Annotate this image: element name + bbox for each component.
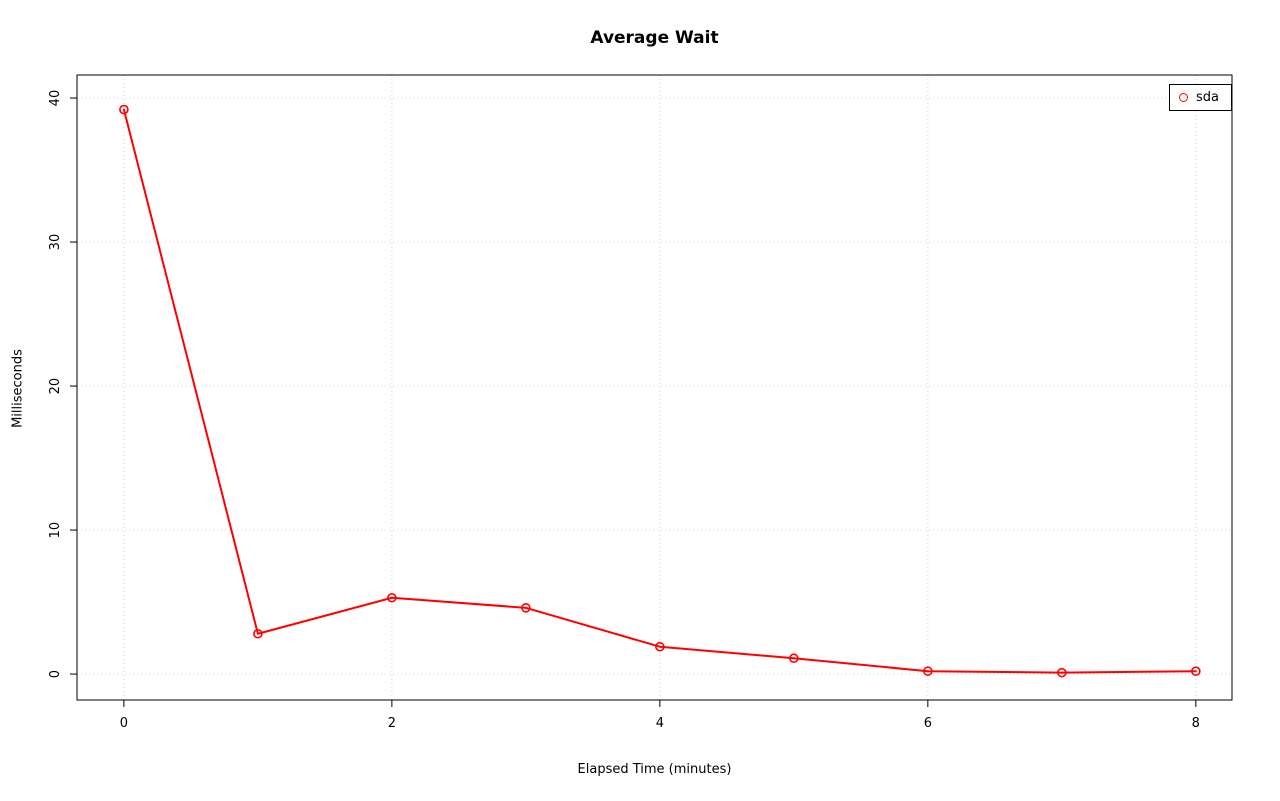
legend: sda bbox=[1169, 84, 1232, 111]
data-point bbox=[387, 592, 397, 603]
y-tick-label: 10 bbox=[48, 522, 63, 539]
y-tick-label: 0 bbox=[48, 670, 63, 678]
x-tick-label: 4 bbox=[656, 716, 664, 731]
y-tick-label: 30 bbox=[48, 234, 63, 251]
legend-series-label: sda bbox=[1196, 90, 1219, 105]
x-tick-label: 2 bbox=[388, 716, 396, 731]
data-point bbox=[1191, 666, 1201, 676]
x-axis-label: Elapsed Time (minutes) bbox=[577, 762, 732, 777]
data-point bbox=[923, 666, 933, 676]
data-point bbox=[655, 641, 665, 652]
y-tick-label: 20 bbox=[48, 378, 63, 395]
data-point bbox=[789, 653, 799, 664]
x-tick-label: 8 bbox=[1192, 716, 1200, 731]
x-tick-label: 0 bbox=[120, 716, 128, 731]
y-tick-label: 40 bbox=[48, 90, 63, 107]
legend-series-marker-icon bbox=[1179, 93, 1188, 102]
chart-title: Average Wait bbox=[590, 28, 719, 48]
data-point bbox=[119, 104, 129, 115]
data-point bbox=[253, 628, 263, 639]
data-point bbox=[1057, 667, 1067, 678]
data-point bbox=[521, 603, 531, 613]
x-tick-label: 6 bbox=[924, 716, 932, 731]
series-line bbox=[122, 108, 1197, 674]
plot-box bbox=[76, 74, 1233, 701]
